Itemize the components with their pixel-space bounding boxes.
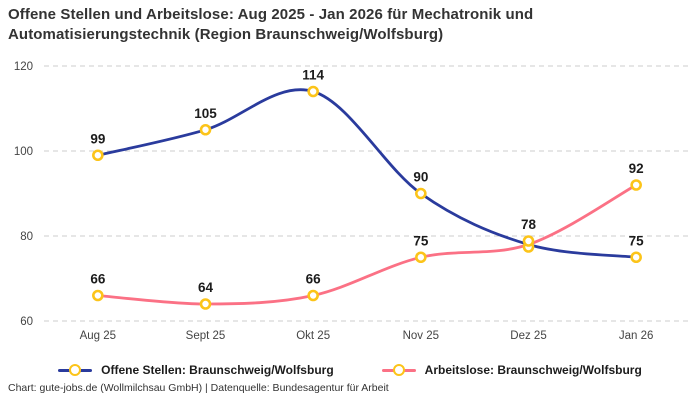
data-point-label: 75 [413,233,429,248]
legend-line-marker-icon [381,363,416,377]
data-point-marker[interactable] [415,187,427,200]
x-axis-label: Sept 25 [186,330,226,342]
data-point-marker[interactable] [522,235,535,247]
page-title: Offene Stellen und Arbeitslose: Aug 2025… [8,5,668,45]
y-axis-tick-label: 60 [20,316,33,328]
data-point-marker[interactable] [199,298,212,310]
legend-label-offene-stellen: Offene Stellen: Braunschweig/Wolfsburg [101,363,334,377]
data-point-marker[interactable] [307,85,319,98]
y-axis-tick-label: 100 [14,146,33,158]
data-point-label: 75 [629,233,645,248]
legend-item-offene-stellen[interactable]: Offene Stellen: Braunschweig/Wolfsburg [58,363,334,377]
data-point-marker[interactable] [92,149,104,162]
source-attribution: Chart: gute-jobs.de (Wollmilchsau GmbH) … [8,382,389,394]
data-point-label: 92 [629,161,644,176]
data-point-label: 66 [90,272,106,287]
data-point-label: 64 [198,280,214,295]
x-axis-label: Okt 25 [296,330,330,342]
data-point-label: 99 [90,131,105,146]
title-line-1: Offene Stellen und Arbeitslose: Aug 2025… [8,6,534,23]
data-point-label: 90 [413,170,428,185]
data-point-label: 66 [306,272,322,287]
x-axis-label: Dez 25 [510,330,546,342]
y-axis-tick-label: 80 [20,231,33,243]
y-axis-tick-label: 120 [14,61,33,73]
data-point-marker[interactable] [630,179,642,191]
legend-label-arbeitslose: Arbeitslose: Braunschweig/Wolfsburg [424,363,642,377]
line-series-0 [96,88,638,259]
data-point-marker[interactable] [415,251,427,264]
line-series-1 [96,183,638,306]
title-line-2: Automatisierungstechnik (Region Braunsch… [8,26,444,43]
legend: Offene Stellen: Braunschweig/Wolfsburg A… [0,361,700,379]
data-point-marker[interactable] [199,123,212,136]
data-point-marker[interactable] [92,289,104,302]
x-axis-label: Nov 25 [403,330,439,342]
legend-item-arbeitslose[interactable]: Arbeitslose: Braunschweig/Wolfsburg [381,363,642,377]
data-point-label: 78 [521,217,537,232]
x-axis-label: Jan 26 [619,330,654,342]
data-point-marker[interactable] [307,289,319,302]
line-chart-canvas: 60 80 100 120 Aug 25 Sept 25 Okt 25 Nov 25 Dez 2… [14,61,690,342]
data-point-marker[interactable] [630,251,642,264]
data-point-label: 114 [302,68,324,83]
x-axis-label: Aug 25 [80,330,116,342]
legend-line-marker-icon [58,363,93,377]
data-point-label: 105 [194,106,217,121]
